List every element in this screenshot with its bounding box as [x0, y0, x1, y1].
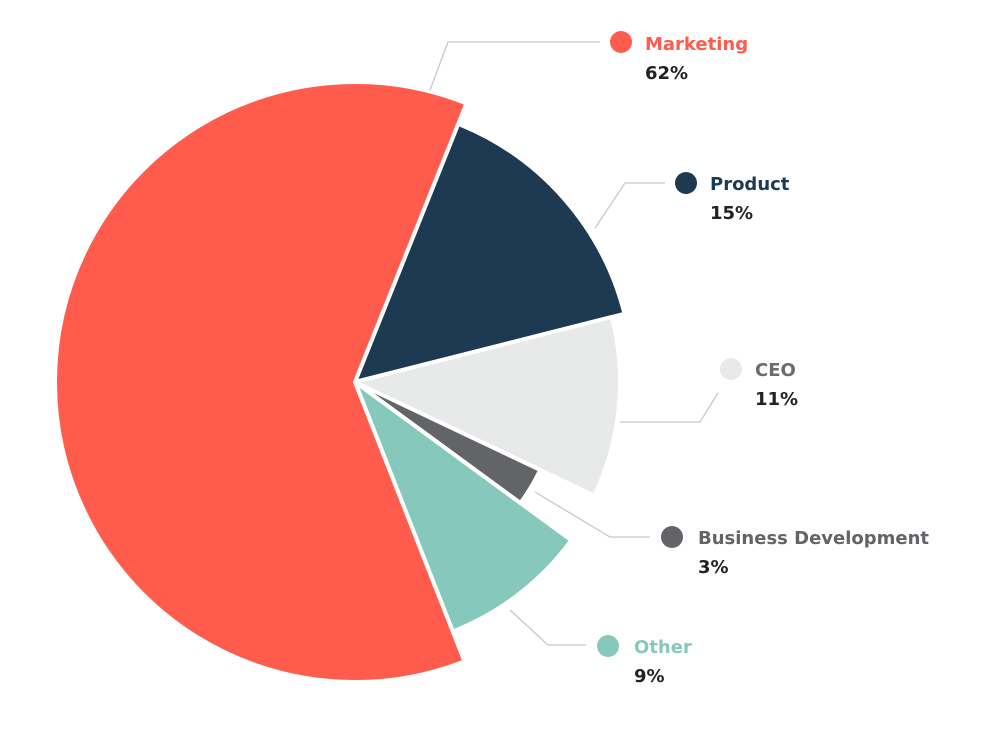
slice-other: [353, 380, 574, 634]
leader-line-product: [594, 182, 665, 229]
slice-value-other: 9%: [634, 666, 665, 687]
slice-label-marketing: Marketing: [645, 34, 748, 55]
slice-value-ceo: 11%: [755, 389, 798, 410]
legend-dot-ceo: [720, 358, 742, 380]
slice-value-product: 15%: [710, 203, 753, 224]
legend-dot-product: [675, 172, 697, 194]
leader-line-other: [509, 609, 586, 646]
slice-ceo: [353, 314, 622, 498]
slice-value-marketing: 62%: [645, 63, 688, 84]
leader-line-marketing: [429, 41, 600, 91]
leader-line-business-development: [534, 491, 650, 538]
slice-label-ceo: CEO: [755, 360, 796, 381]
slice-label-product: Product: [710, 174, 790, 195]
slice-product: [353, 121, 627, 384]
legend-dot-other: [597, 635, 619, 657]
slice-marketing: [53, 80, 469, 684]
legend-dot-business-development: [661, 526, 683, 548]
slice-label-other: Other: [634, 637, 692, 658]
slice-label-business-development: Business Development: [698, 528, 929, 549]
legend-dot-marketing: [610, 31, 632, 53]
leader-line-ceo: [620, 392, 719, 423]
slice-value-business-development: 3%: [698, 557, 729, 578]
